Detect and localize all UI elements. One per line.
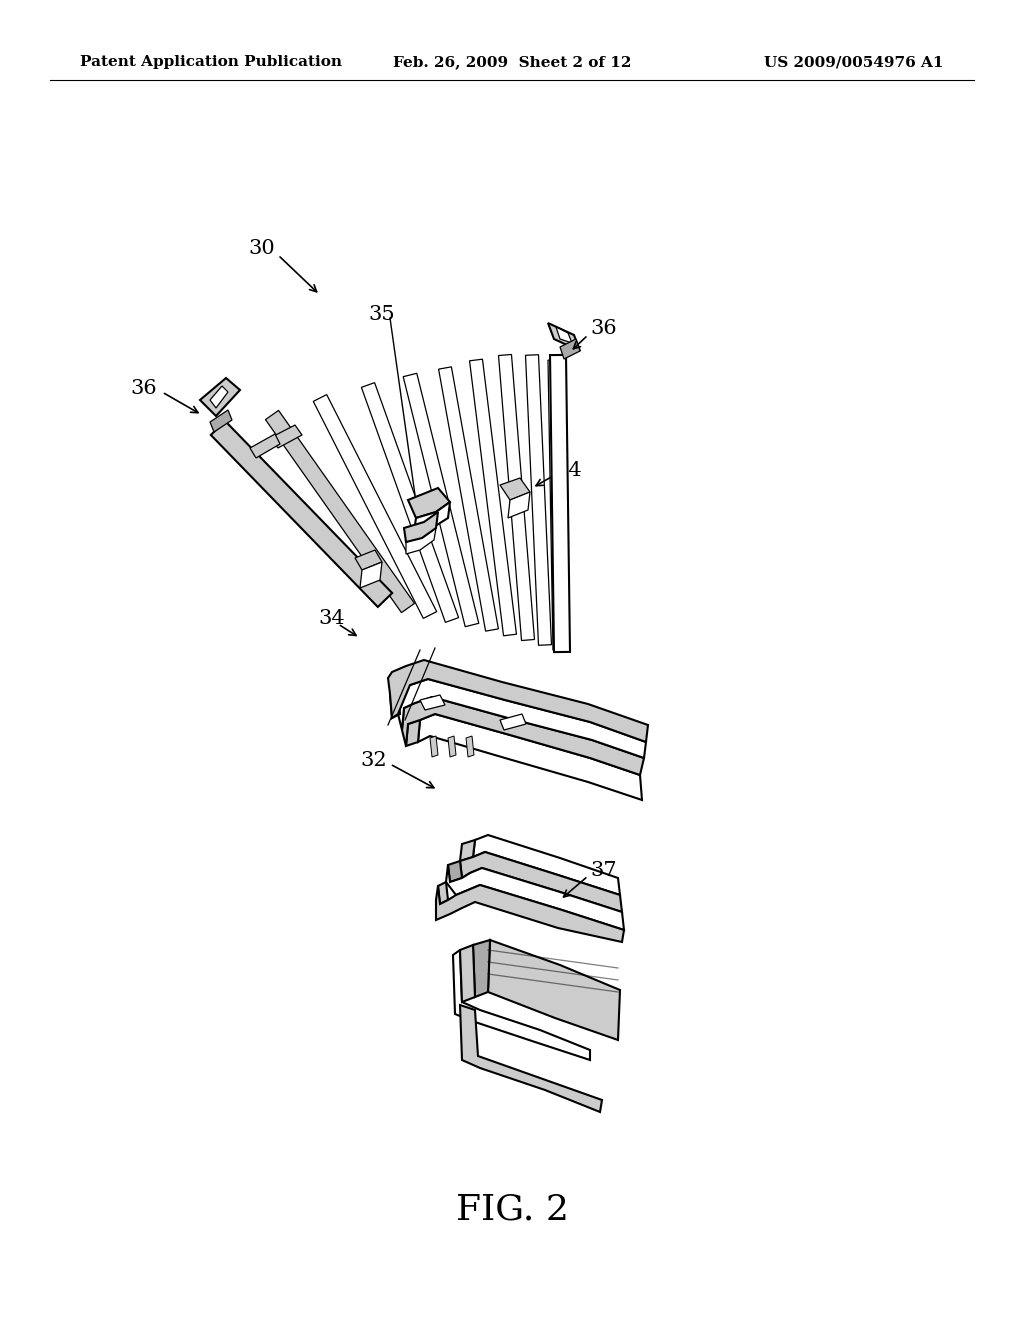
Polygon shape [398, 678, 646, 758]
Polygon shape [360, 562, 382, 587]
Polygon shape [408, 488, 450, 517]
Polygon shape [265, 411, 415, 612]
Text: Feb. 26, 2009  Sheet 2 of 12: Feb. 26, 2009 Sheet 2 of 12 [393, 55, 631, 69]
Polygon shape [418, 714, 642, 800]
Polygon shape [250, 434, 280, 458]
Polygon shape [466, 737, 474, 756]
Polygon shape [214, 424, 391, 606]
Polygon shape [436, 884, 624, 942]
Polygon shape [449, 737, 456, 756]
Polygon shape [548, 360, 567, 651]
Polygon shape [404, 512, 438, 543]
Polygon shape [499, 355, 535, 640]
Polygon shape [460, 945, 475, 1002]
Polygon shape [453, 950, 590, 1060]
Polygon shape [473, 940, 490, 997]
Polygon shape [211, 421, 392, 607]
Polygon shape [556, 327, 572, 343]
FancyArrowPatch shape [536, 478, 551, 486]
Polygon shape [210, 411, 232, 432]
Polygon shape [525, 355, 552, 645]
Polygon shape [406, 528, 436, 554]
Polygon shape [438, 882, 449, 904]
Polygon shape [473, 836, 620, 895]
Polygon shape [548, 323, 580, 351]
Polygon shape [200, 378, 240, 416]
Polygon shape [430, 737, 438, 756]
Polygon shape [406, 719, 420, 746]
Polygon shape [500, 714, 526, 730]
Polygon shape [438, 367, 499, 631]
FancyArrowPatch shape [392, 766, 434, 788]
Text: 35: 35 [368, 305, 394, 325]
FancyArrowPatch shape [563, 878, 586, 898]
Polygon shape [500, 478, 530, 500]
FancyArrowPatch shape [573, 337, 586, 348]
Text: 37: 37 [590, 861, 616, 879]
Polygon shape [449, 861, 462, 882]
Text: 36: 36 [130, 379, 157, 397]
Text: 30: 30 [248, 239, 274, 257]
Polygon shape [390, 690, 400, 718]
Text: Patent Application Publication: Patent Application Publication [80, 55, 342, 69]
Polygon shape [460, 1005, 602, 1111]
Text: 34: 34 [555, 461, 582, 479]
Polygon shape [470, 359, 516, 636]
Polygon shape [460, 840, 475, 861]
Polygon shape [270, 425, 302, 447]
Polygon shape [388, 660, 648, 742]
Polygon shape [313, 395, 436, 618]
Text: US 2009/0054976 A1: US 2009/0054976 A1 [765, 55, 944, 69]
Text: 32: 32 [360, 751, 387, 770]
Polygon shape [402, 697, 644, 775]
Polygon shape [420, 696, 445, 710]
Polygon shape [414, 502, 450, 532]
Polygon shape [403, 374, 479, 627]
Polygon shape [508, 492, 530, 517]
Polygon shape [550, 355, 570, 652]
Polygon shape [210, 385, 228, 408]
Polygon shape [361, 383, 459, 622]
FancyArrowPatch shape [165, 393, 198, 413]
Polygon shape [446, 865, 624, 931]
Polygon shape [460, 851, 622, 912]
Text: 36: 36 [590, 318, 616, 338]
FancyArrowPatch shape [340, 626, 356, 635]
Polygon shape [560, 339, 580, 359]
FancyArrowPatch shape [280, 257, 316, 292]
Polygon shape [488, 940, 620, 1040]
Text: FIG. 2: FIG. 2 [456, 1193, 568, 1228]
Text: 34: 34 [318, 609, 345, 627]
Polygon shape [355, 550, 382, 570]
